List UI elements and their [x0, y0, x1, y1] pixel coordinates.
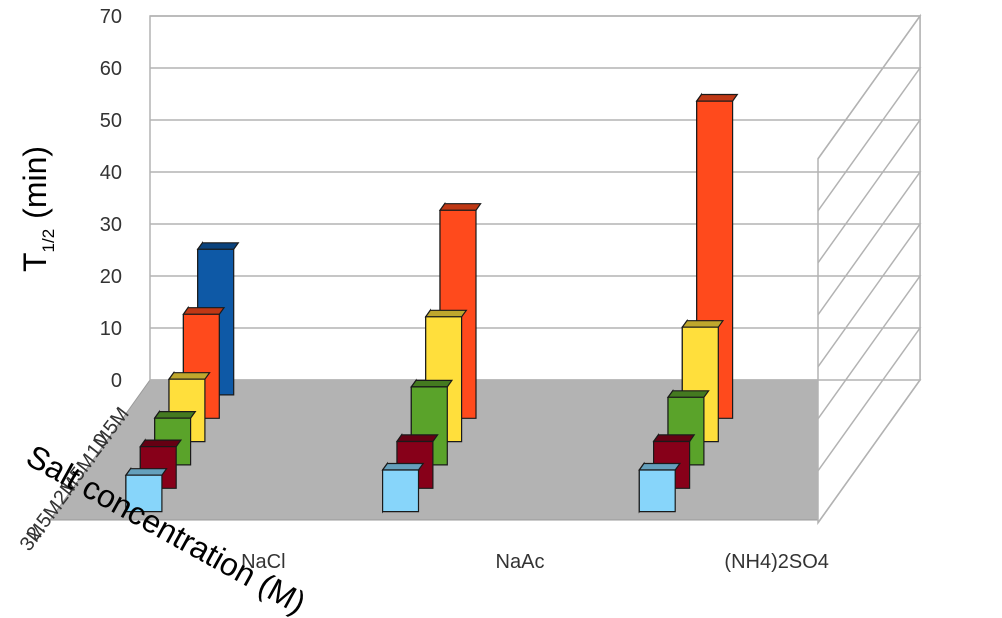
back-wall: [149, 15, 921, 381]
bar-top: [681, 320, 725, 328]
y-axis-title-subscript: 1/2: [39, 229, 58, 253]
y-tick-label: 70: [100, 6, 122, 28]
bar-top: [424, 309, 468, 318]
bar: [381, 461, 425, 514]
bar-top: [139, 439, 183, 448]
y-tick-label: 20: [100, 266, 122, 288]
category-label: (NH4)2SO4: [724, 551, 828, 573]
category-label: NaAc: [496, 551, 545, 573]
bar: [638, 461, 682, 514]
bar-top: [666, 390, 710, 398]
bar-top: [438, 203, 482, 211]
bar-front: [125, 474, 163, 513]
bar-top: [695, 93, 739, 102]
y-axis-title-main: T: [17, 252, 53, 272]
bar-top: [153, 411, 197, 419]
category-labels: NaCl NaAc (NH4)2SO4: [241, 551, 829, 573]
gridline: [150, 15, 922, 160]
gridline: [150, 119, 922, 264]
bar: [124, 466, 168, 514]
y-axis-title-unit: (min): [17, 146, 53, 219]
gridline: [150, 379, 922, 524]
bar-front: [382, 469, 420, 513]
y-axis-title: T1/2 (min): [17, 146, 58, 272]
bar-top: [196, 242, 240, 250]
bar-top: [167, 372, 211, 380]
gridline: [150, 67, 922, 212]
bar-top: [638, 462, 682, 471]
bar-top: [395, 434, 439, 443]
gridline: [150, 223, 922, 368]
y-tick-label: 10: [100, 318, 122, 340]
gridline: [150, 327, 922, 472]
y-tick-label: 30: [100, 214, 122, 236]
y-tick-label: 0: [111, 370, 122, 392]
bars: [124, 92, 739, 514]
gridline: [150, 171, 922, 316]
bar-top: [381, 462, 425, 471]
y-tick-label: 60: [100, 58, 122, 80]
y-tick-label: 50: [100, 110, 122, 132]
gridline: [150, 275, 922, 420]
bar-top: [124, 468, 168, 476]
y-tick-label: 40: [100, 162, 122, 184]
bar-top: [410, 379, 454, 388]
category-label: NaCl: [241, 551, 285, 573]
bar-top: [182, 307, 226, 315]
bar-front: [638, 469, 676, 513]
bar-top: [652, 434, 696, 443]
y-tick-labels: 0 10 20 30 40 50 60 70: [100, 6, 122, 392]
